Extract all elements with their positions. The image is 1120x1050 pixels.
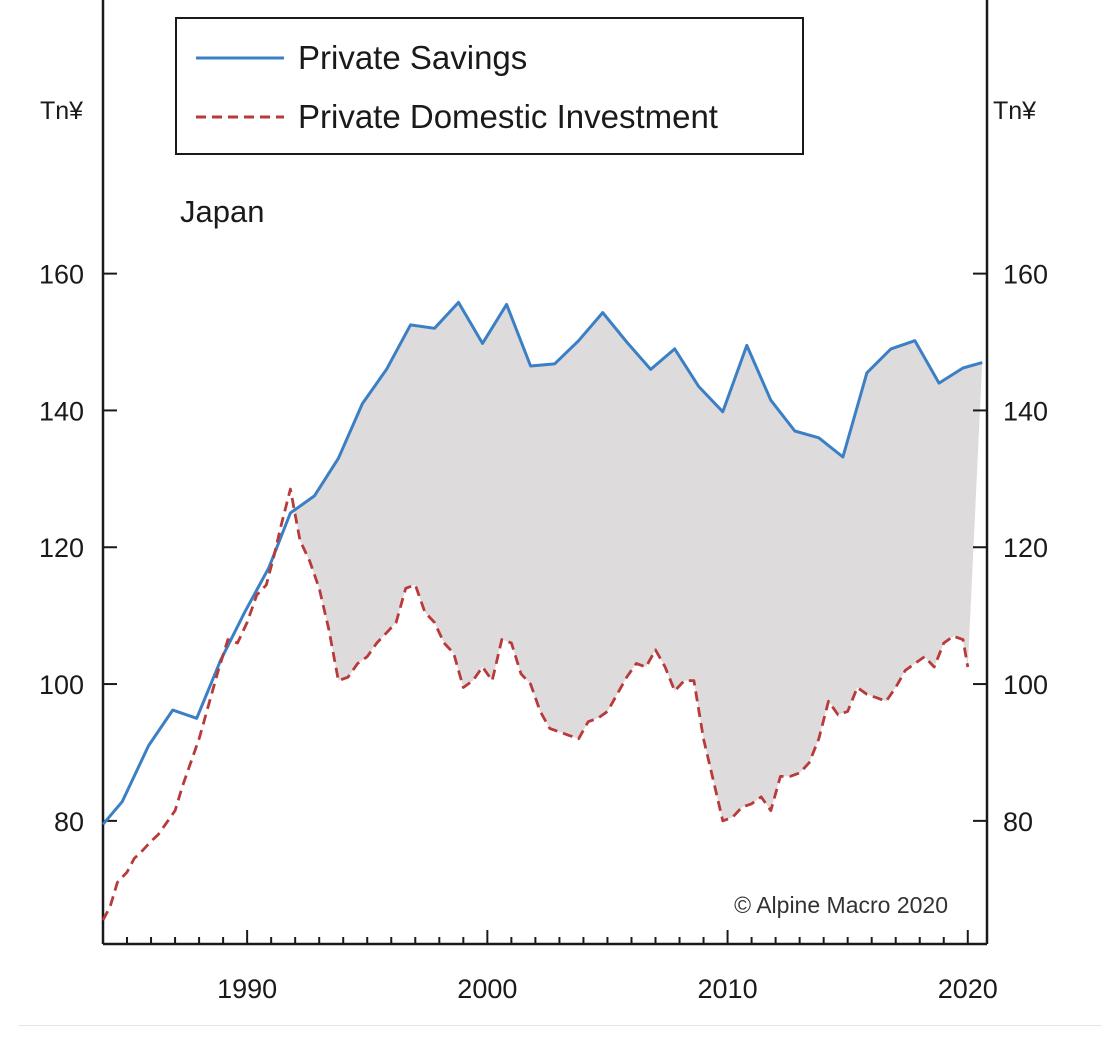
y-tick-label-left: 100	[39, 670, 84, 700]
series-layer	[101, 300, 983, 921]
y-tick-label-left: 120	[39, 533, 84, 563]
y-tick-label-right: 120	[1003, 533, 1048, 563]
ticks: 80 80 100 100 120 120 140 140 160 160 1990 2000 2010…	[39, 260, 1048, 1004]
legend: Private Savings Private Domestic Investm…	[175, 17, 804, 155]
y-tick-label-left: 80	[54, 807, 84, 837]
fill-between-area	[292, 302, 983, 821]
legend-label-private-domestic-investment: Private Domestic Investment	[298, 98, 718, 135]
y-tick-label-right: 160	[1003, 260, 1048, 290]
series-line-private-domestic-investment	[101, 487, 970, 921]
axes	[101, 0, 989, 946]
legend-box	[175, 17, 804, 155]
series-line-private-savings	[101, 300, 983, 826]
copyright-text: © Alpine Macro 2020	[734, 892, 948, 918]
y-tick-label-right: 140	[1003, 396, 1048, 426]
right-axis-unit: Tn¥	[993, 97, 1036, 125]
gap-fill	[292, 302, 983, 821]
chart-annotation: Japan	[180, 194, 264, 229]
legend-label-private-savings: Private Savings	[298, 39, 527, 76]
y-tick-label-right: 80	[1003, 807, 1033, 837]
x-tick-label: 2020	[938, 974, 998, 1004]
x-tick-label: 1990	[217, 974, 277, 1004]
y-tick-label-left: 160	[39, 260, 84, 290]
y-tick-label-left: 140	[39, 396, 84, 426]
x-tick-label: 2000	[457, 974, 517, 1004]
bottom-frame-line	[18, 1025, 1102, 1026]
left-axis-unit: Tn¥	[40, 97, 83, 125]
y-tick-label-right: 100	[1003, 670, 1048, 700]
x-tick-label: 2010	[698, 974, 758, 1004]
